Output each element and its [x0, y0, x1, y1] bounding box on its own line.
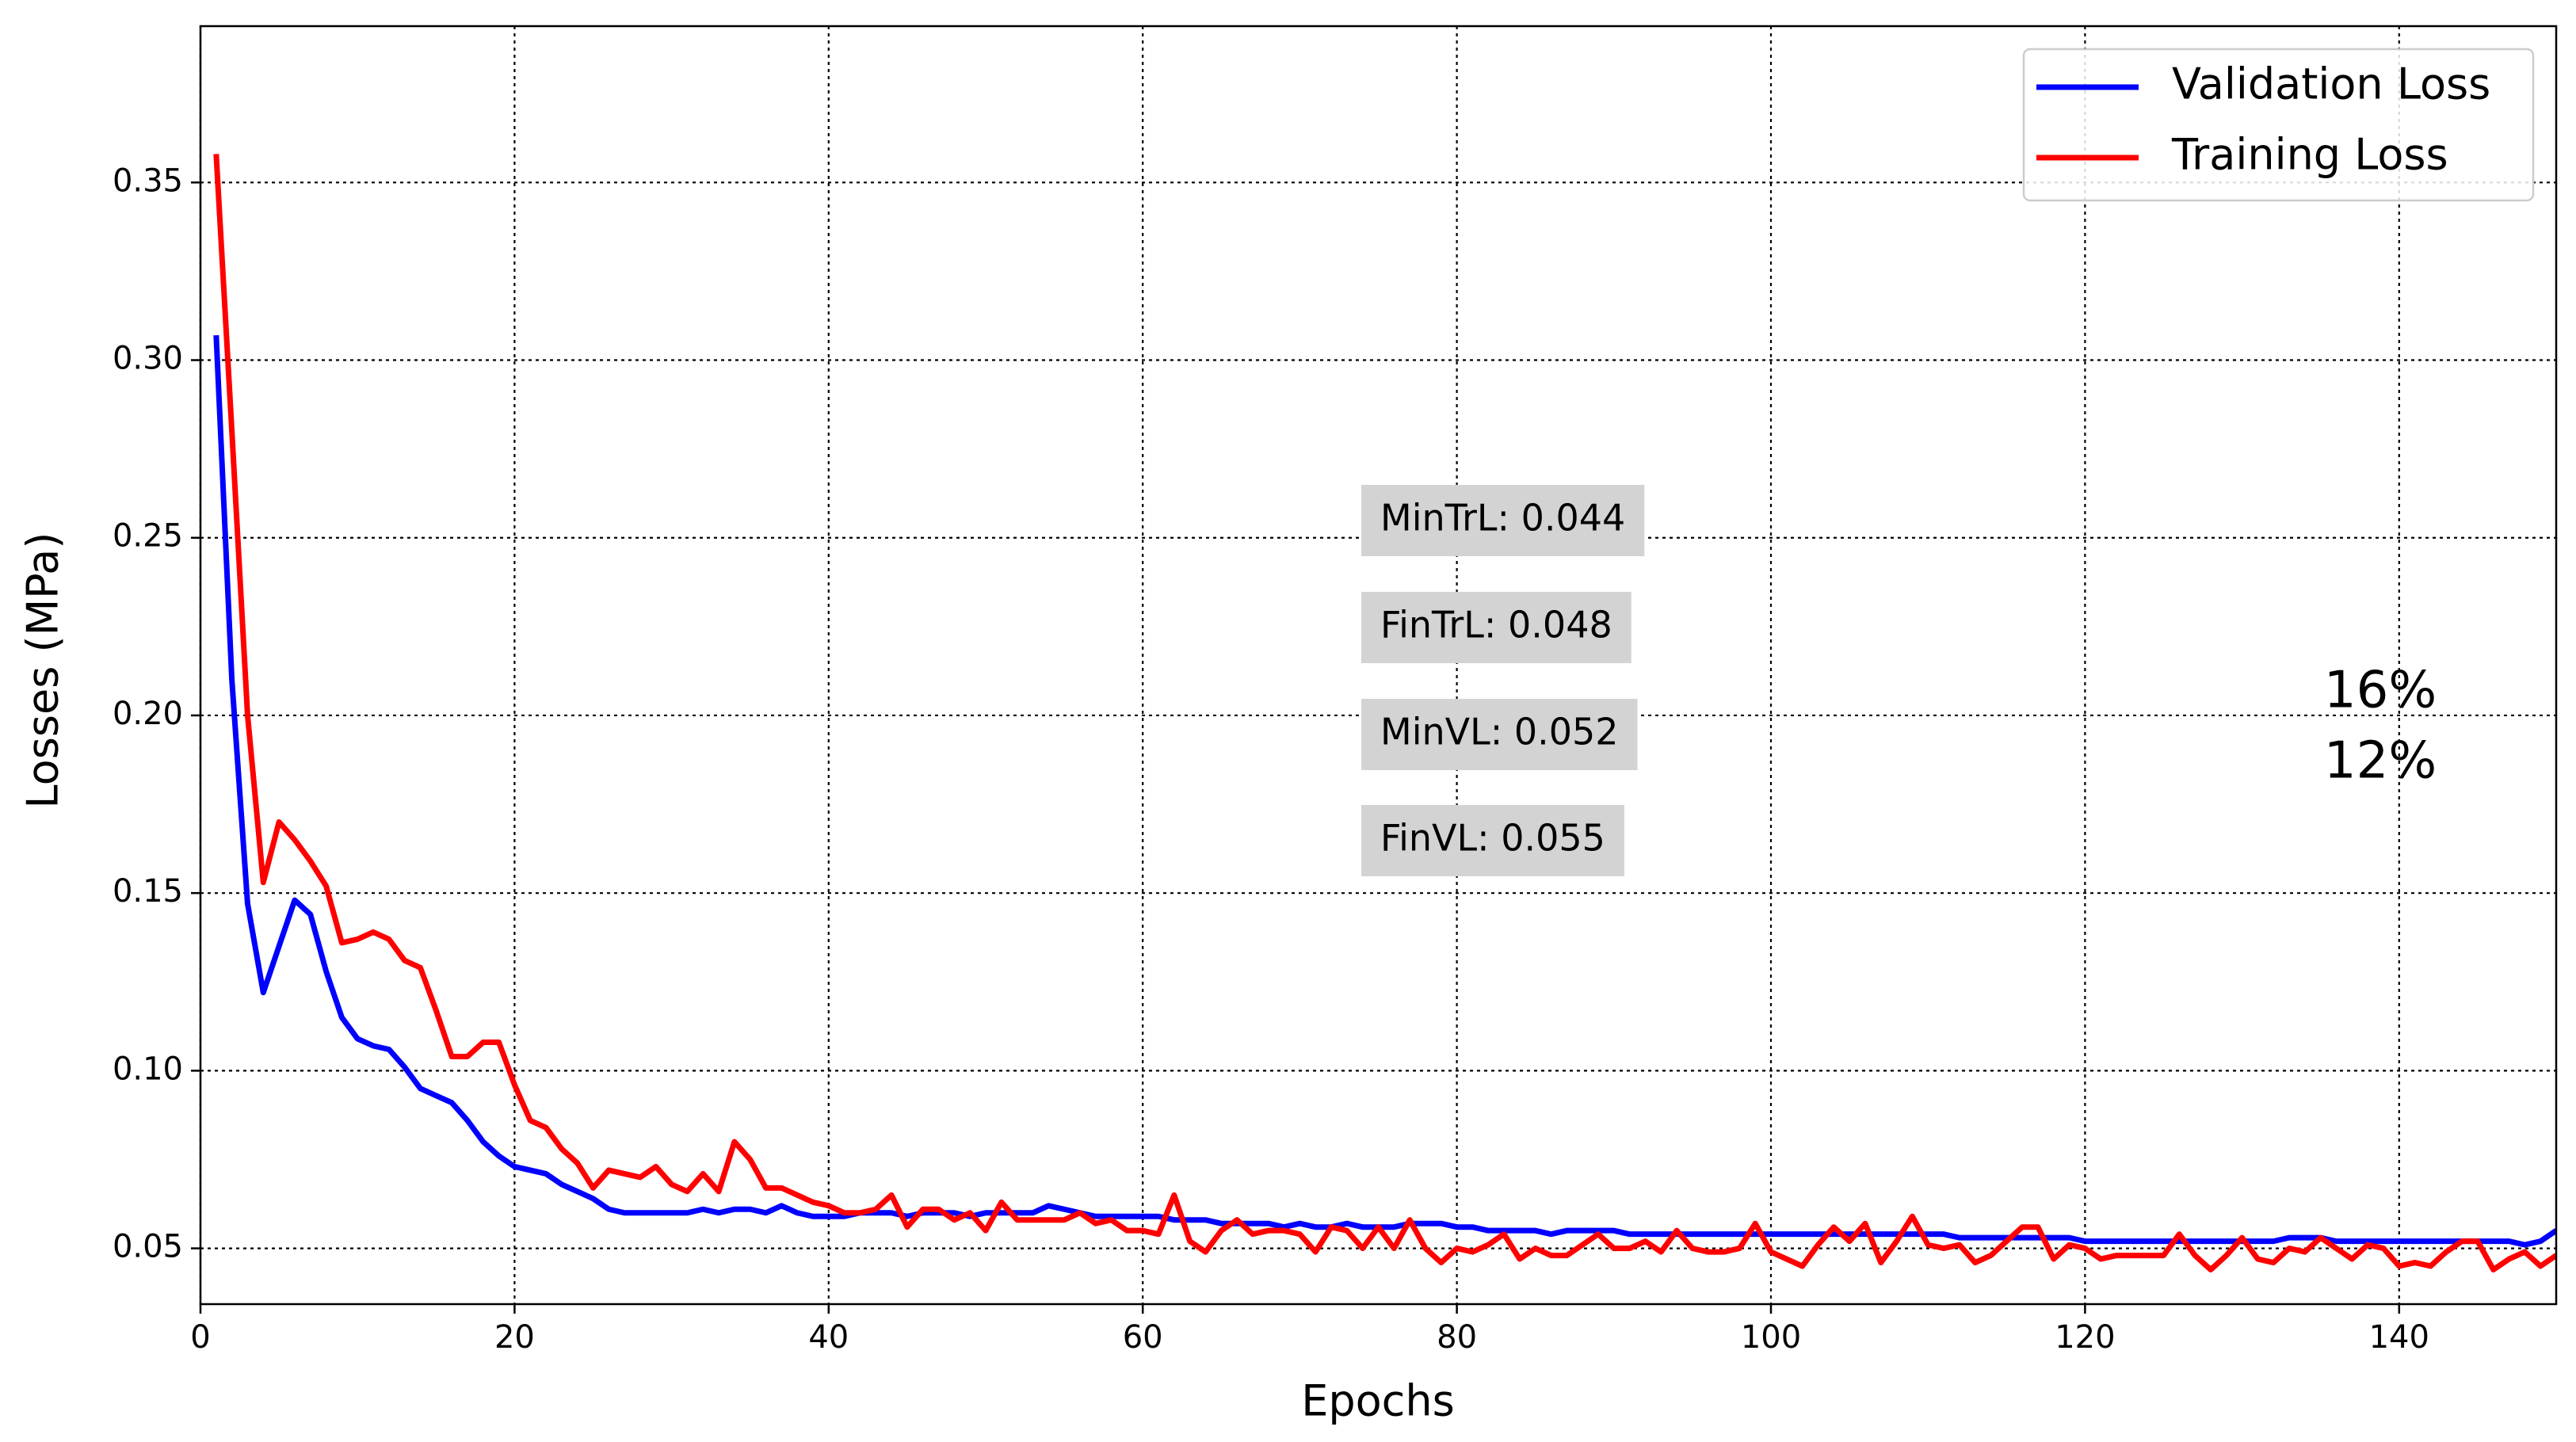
annotation-box [1361, 699, 1638, 770]
x-tick-label: 60 [1123, 1319, 1163, 1356]
y-tick-label: 0.20 [113, 696, 183, 732]
annotation-text: FinVL: 0.055 [1380, 817, 1605, 860]
y-tick-label: 0.30 [113, 341, 183, 377]
y-tick-label: 0.25 [113, 518, 183, 555]
x-tick-label: 140 [2369, 1319, 2429, 1356]
x-tick-label: 80 [1437, 1319, 1477, 1356]
x-tick-label: 100 [1741, 1319, 1801, 1356]
y-tick-label: 0.05 [113, 1229, 183, 1265]
legend-box [2022, 48, 2535, 202]
plot-frame [199, 25, 2558, 1306]
annotation: FinVL: 0.055 [1361, 805, 1624, 876]
x-tick-label: 120 [2055, 1319, 2115, 1356]
annotation: FinTrL: 0.048 [1361, 592, 1631, 663]
legend-label: Validation Loss [2172, 59, 2490, 109]
annotation-box [1361, 592, 1631, 663]
percent-label: 12% [2324, 732, 2437, 791]
annotation-text: MinVL: 0.052 [1380, 711, 1619, 753]
x-tick-label: 40 [808, 1319, 849, 1356]
annotation-text: MinTrL: 0.044 [1380, 497, 1625, 540]
y-tick-label: 0.10 [113, 1051, 183, 1087]
y-tick-label: 0.15 [113, 873, 183, 910]
x-tick-label: 20 [494, 1319, 535, 1356]
annotation-box [1361, 485, 1645, 556]
legend-label: Training Loss [2171, 130, 2448, 180]
annotation: MinTrL: 0.044 [1361, 485, 1645, 556]
legend: Validation Loss Training Loss [2022, 48, 2535, 202]
line-series [213, 154, 2556, 1272]
y-tick-label: 0.35 [113, 162, 183, 199]
annotation: MinVL: 0.052 [1361, 699, 1638, 770]
x-tick-label: 0 [190, 1319, 210, 1356]
y-axis-label: Losses (MPa) [18, 532, 68, 809]
percent-label: 16% [2324, 662, 2437, 720]
line-series [213, 334, 2556, 1248]
annotation-text: FinTrL: 0.048 [1380, 604, 1612, 647]
annotation-box [1361, 805, 1624, 876]
x-axis-label: Epochs [1301, 1376, 1454, 1426]
